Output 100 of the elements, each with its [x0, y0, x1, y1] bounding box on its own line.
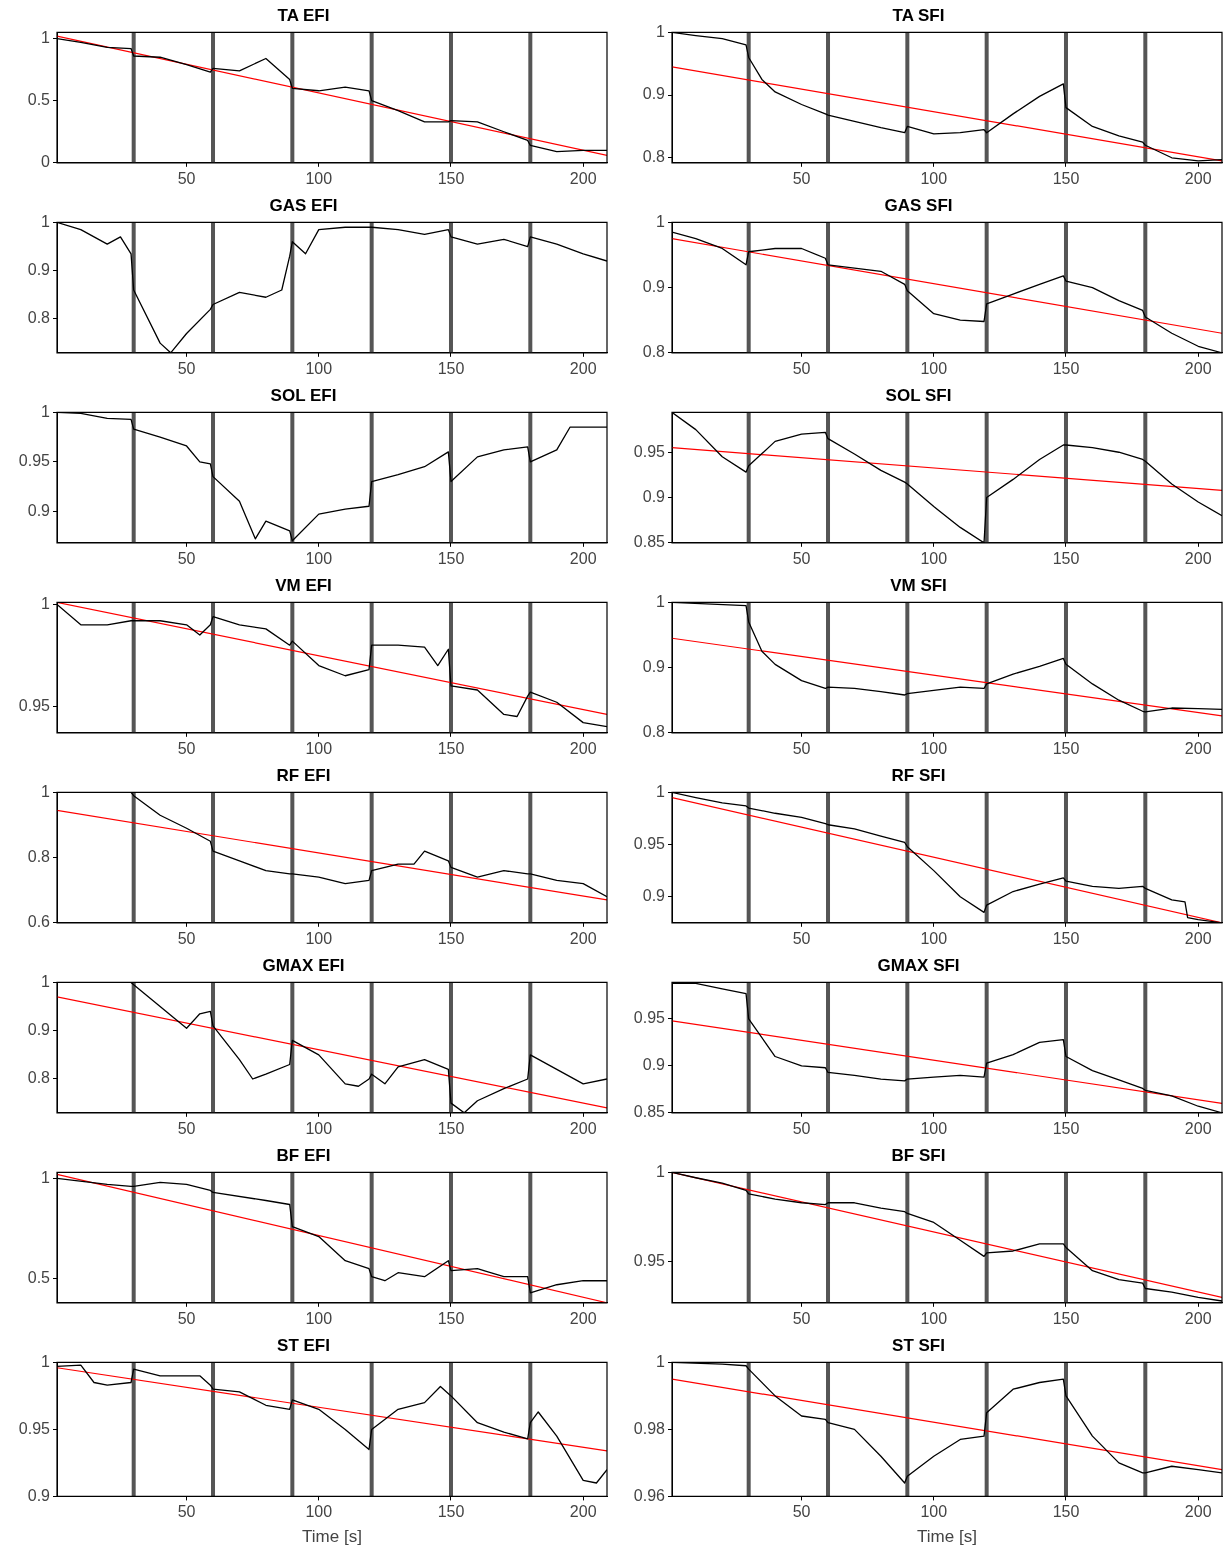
x-tick-label: 200: [569, 169, 597, 187]
x-tick-label: 100: [305, 1309, 333, 1327]
y-tick-label: 0.95: [18, 696, 51, 714]
y-tick-label: 0.9: [642, 887, 666, 905]
y-tick-label: 1: [41, 594, 51, 612]
chart-title: TA SFI: [892, 5, 945, 25]
x-tick-label: 200: [1184, 359, 1212, 377]
x-tick-label: 150: [1052, 929, 1080, 947]
x-tick-label: 200: [569, 1119, 597, 1137]
x-tick-label: 50: [792, 169, 811, 187]
x-tick-label: 100: [920, 359, 948, 377]
x-tick-label: 200: [1184, 1119, 1212, 1137]
y-tick-label: 0.95: [633, 834, 666, 852]
x-tick-label: 50: [792, 549, 811, 567]
chart-title: ST SFI: [892, 1335, 945, 1355]
x-tick-label: 200: [1184, 1503, 1212, 1521]
y-tick-label: 1: [41, 972, 51, 990]
x-tick-label: 50: [792, 1503, 811, 1521]
chart-title: SOL SFI: [885, 385, 952, 405]
x-tick-label: 150: [437, 1119, 465, 1137]
y-tick-label: 0.95: [18, 452, 51, 470]
chart-title: ST EFI: [277, 1335, 330, 1355]
x-tick-label: 50: [177, 1309, 196, 1327]
x-tick-label: 100: [305, 929, 333, 947]
x-tick-label: 150: [437, 169, 465, 187]
x-axis-title: Time [s]: [302, 1527, 362, 1547]
x-tick-label: 100: [920, 1503, 948, 1521]
x-axis-title: Time [s]: [917, 1527, 977, 1547]
chart-title: TA EFI: [277, 5, 330, 25]
y-tick-label: 1: [656, 212, 666, 230]
x-tick-label: 200: [1184, 739, 1212, 757]
x-tick-label: 100: [920, 1119, 948, 1137]
chart-title: GMAX SFI: [877, 955, 960, 975]
y-tick-label: 0.8: [642, 723, 666, 741]
x-tick-label: 200: [569, 929, 597, 947]
x-tick-label: 100: [305, 1503, 333, 1521]
x-tick-label: 50: [792, 1309, 811, 1327]
y-tick-label: 0.96: [633, 1486, 666, 1504]
chart-title: BF EFI: [276, 1145, 331, 1165]
x-tick-label: 50: [792, 929, 811, 947]
x-tick-label: 150: [1052, 1309, 1080, 1327]
y-tick-label: 0.8: [27, 1069, 51, 1087]
y-tick-label: 0.95: [18, 1419, 51, 1437]
y-tick-label: 0.95: [633, 442, 666, 460]
y-tick-label: 0.8: [27, 309, 51, 327]
x-tick-label: 100: [305, 359, 333, 377]
x-tick-label: 150: [437, 739, 465, 757]
x-tick-label: 50: [177, 739, 196, 757]
y-tick-label: 0.95: [633, 1009, 666, 1027]
x-tick-label: 100: [920, 169, 948, 187]
y-tick-label: 1: [41, 29, 51, 47]
x-tick-label: 150: [437, 929, 465, 947]
chart-title: VM EFI: [275, 575, 332, 595]
x-tick-label: 200: [569, 549, 597, 567]
x-tick-label: 100: [305, 549, 333, 567]
y-tick-label: 0.9: [642, 85, 666, 103]
y-tick-label: 0.8: [642, 148, 666, 166]
y-tick-label: 0.98: [633, 1419, 666, 1437]
x-tick-label: 200: [1184, 549, 1212, 567]
y-tick-label: 0.8: [27, 848, 51, 866]
x-tick-label: 100: [305, 739, 333, 757]
x-tick-label: 50: [792, 739, 811, 757]
y-tick-label: 1: [41, 1168, 51, 1186]
y-tick-label: 0.6: [27, 913, 51, 931]
chart-title: RF EFI: [276, 765, 331, 785]
y-tick-label: 0.5: [27, 1269, 51, 1287]
y-tick-label: 0.9: [642, 658, 666, 676]
y-tick-label: 0.9: [27, 261, 51, 279]
chart-title: BF SFI: [891, 1145, 946, 1165]
y-tick-label: 0.85: [633, 533, 666, 551]
y-tick-label: 1: [656, 1162, 666, 1180]
x-tick-label: 150: [1052, 1503, 1080, 1521]
y-tick-label: 1: [656, 782, 666, 800]
y-tick-label: 0.9: [27, 1486, 51, 1504]
x-tick-label: 100: [305, 1119, 333, 1137]
x-tick-label: 100: [920, 929, 948, 947]
x-tick-label: 50: [177, 1119, 196, 1137]
x-tick-label: 150: [1052, 169, 1080, 187]
y-tick-label: 0.8: [642, 343, 666, 361]
y-tick-label: 1: [656, 22, 666, 40]
y-tick-label: 0: [41, 153, 51, 171]
x-tick-label: 100: [305, 169, 333, 187]
x-tick-label: 150: [1052, 739, 1080, 757]
x-tick-label: 50: [792, 359, 811, 377]
x-tick-label: 100: [920, 549, 948, 567]
y-tick-label: 1: [656, 1352, 666, 1370]
x-tick-label: 100: [920, 739, 948, 757]
x-tick-label: 50: [177, 549, 196, 567]
x-tick-label: 200: [569, 1503, 597, 1521]
x-tick-label: 150: [1052, 549, 1080, 567]
x-tick-label: 200: [569, 359, 597, 377]
chart-title: RF SFI: [891, 765, 946, 785]
chart-title: SOL EFI: [270, 385, 337, 405]
x-tick-label: 50: [177, 359, 196, 377]
x-tick-label: 150: [1052, 1119, 1080, 1137]
x-tick-label: 50: [177, 929, 196, 947]
x-tick-label: 50: [792, 1119, 811, 1137]
x-tick-label: 200: [1184, 169, 1212, 187]
y-tick-label: 0.9: [642, 487, 666, 505]
x-tick-label: 200: [569, 1309, 597, 1327]
